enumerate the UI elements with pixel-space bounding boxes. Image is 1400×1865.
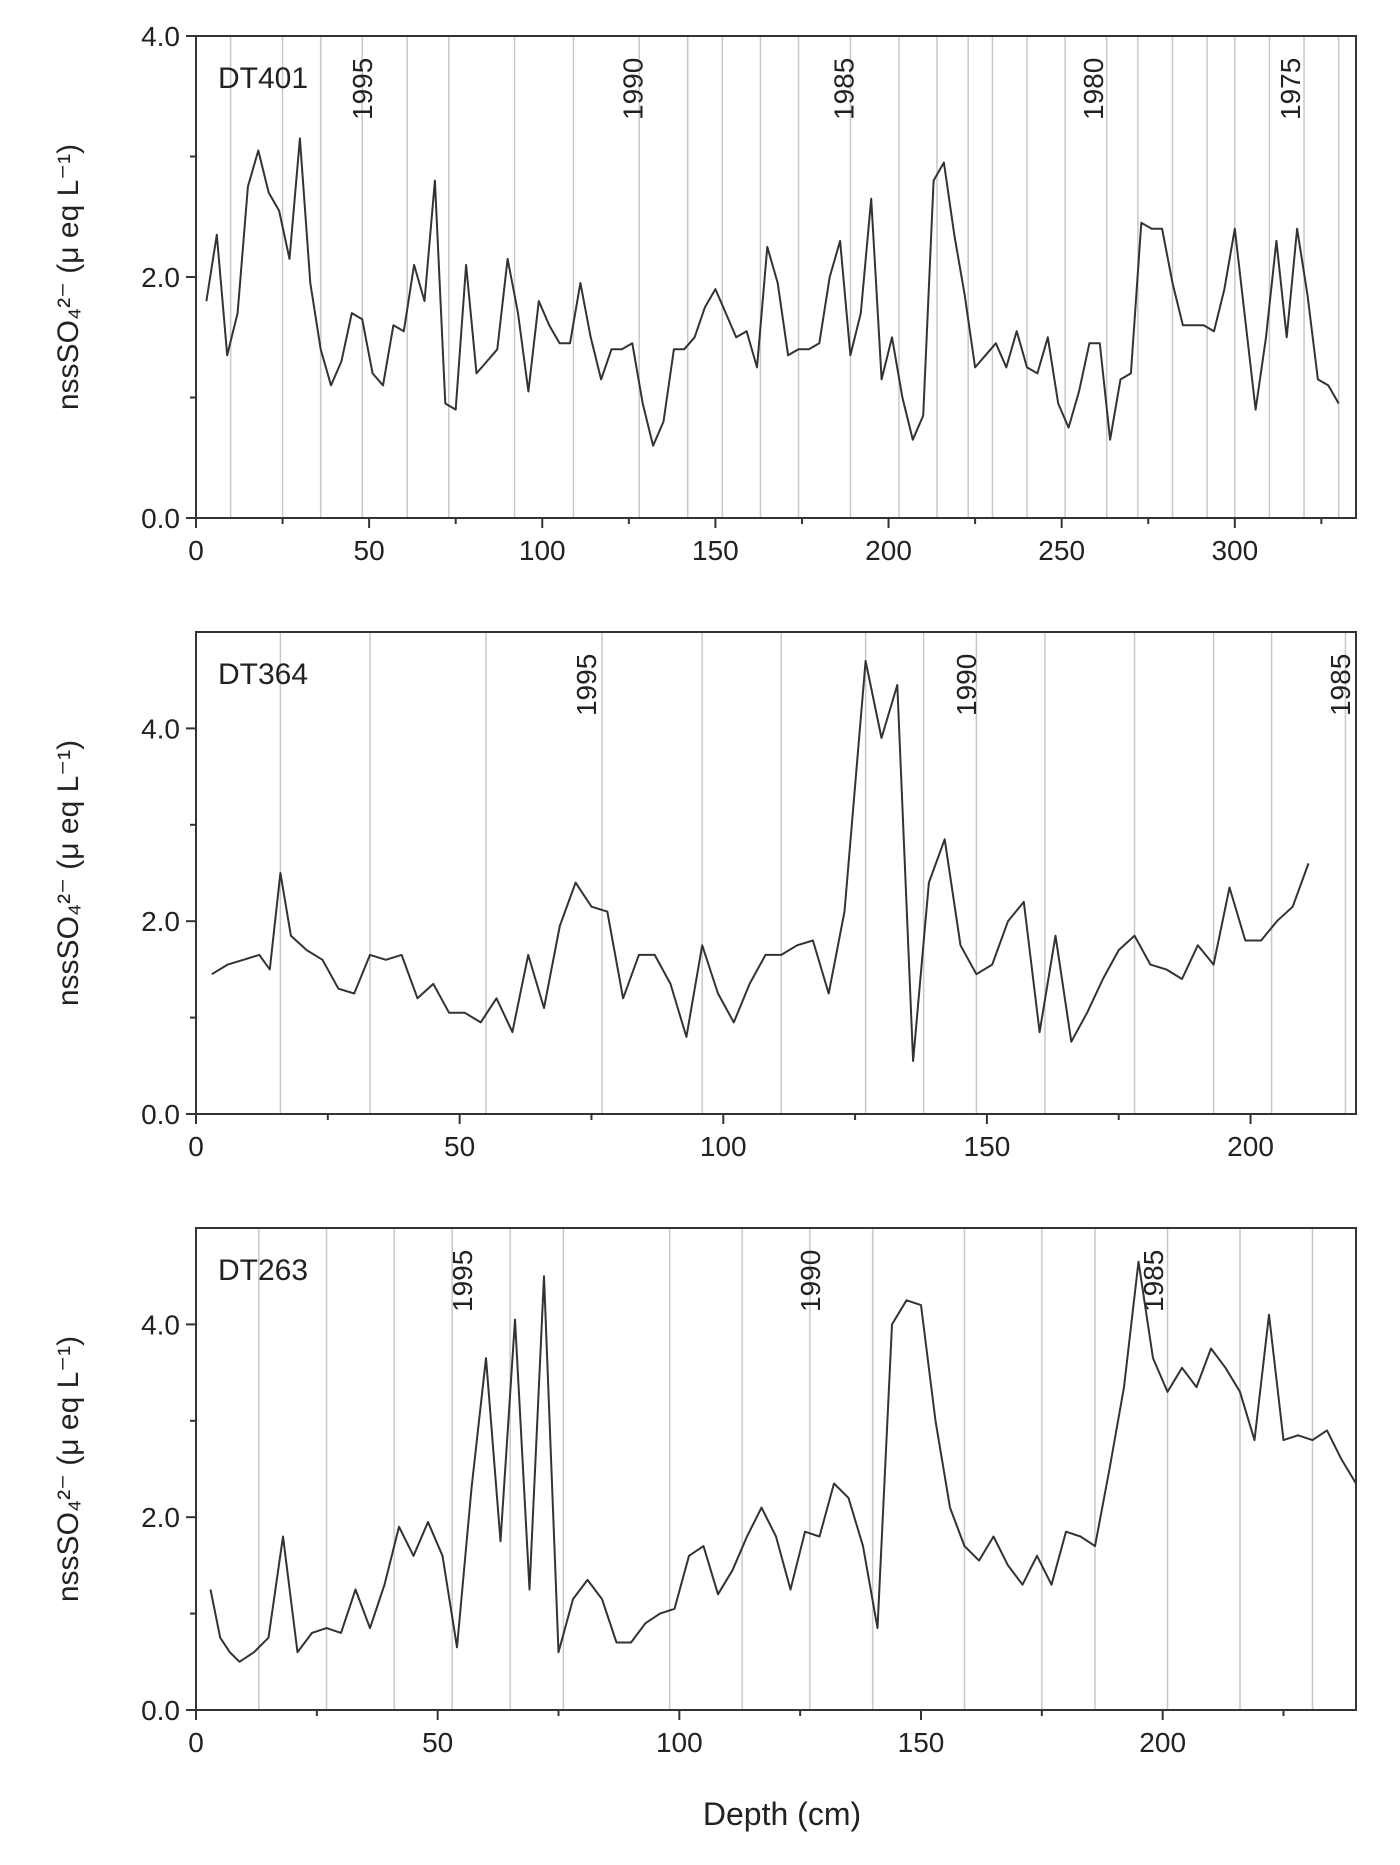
- panel-label: DT364: [218, 658, 308, 691]
- y-tick-label: 4.0: [141, 713, 180, 744]
- year-marker-label: 1985: [1325, 654, 1356, 716]
- x-tick-label: 0: [188, 1131, 204, 1162]
- y-tick-label: 2.0: [141, 1502, 180, 1533]
- x-tick-label: 200: [865, 535, 912, 566]
- x-tick-label: 0: [188, 1727, 204, 1758]
- panel-label: DT263: [218, 1254, 308, 1287]
- year-marker-label: 1975: [1275, 58, 1306, 120]
- chart-panel-dt401: 0 50 100 150 200 250 300 0.0 2.0 4.0 nssSO₄²⁻ (μ e…: [52, 21, 1357, 566]
- x-tick-label: 150: [964, 1131, 1011, 1162]
- year-marker-label: 1990: [951, 654, 982, 716]
- x-tick-label: 100: [700, 1131, 747, 1162]
- year-marker-label: 1995: [447, 1250, 478, 1312]
- x-tick-label: 100: [519, 535, 566, 566]
- plot-frame: [195, 1227, 1357, 1711]
- y-tick-label: 4.0: [141, 21, 180, 52]
- chart-panel-dt263: 0 50 100 150 200 0.0 2.0 4.0 nssSO₄²⁻ (μ eq L⁻¹)…: [52, 1227, 1357, 1758]
- year-marker-label: 1985: [829, 58, 860, 120]
- y-tick-label: 0.0: [141, 503, 180, 534]
- year-marker-label: 1990: [617, 58, 648, 120]
- x-tick-label: 0: [188, 535, 204, 566]
- panel-label: DT401: [218, 62, 308, 95]
- year-marker-label: 1995: [347, 58, 378, 120]
- year-marker-label: 1995: [571, 654, 602, 716]
- x-tick-label: 50: [354, 535, 385, 566]
- x-tick-label: 50: [422, 1727, 453, 1758]
- data-series-line: [211, 659, 1310, 1062]
- y-axis-label: nssSO₄²⁻ (μ eq L⁻¹): [52, 144, 85, 410]
- x-tick-label: 150: [692, 535, 739, 566]
- y-tick-label: 2.0: [141, 262, 180, 293]
- year-marker-label: 1980: [1078, 58, 1109, 120]
- x-tick-label: 300: [1211, 535, 1258, 566]
- y-axis-label: nssSO₄²⁻ (μ eq L⁻¹): [52, 1336, 85, 1602]
- x-tick-label: 200: [1227, 1131, 1274, 1162]
- x-tick-label: 150: [898, 1727, 945, 1758]
- y-tick-label: 2.0: [141, 906, 180, 937]
- chart-panel-dt364: 0 50 100 150 200 0.0 2.0 4.0 nssSO₄²⁻ (μ eq L⁻¹)…: [52, 631, 1357, 1162]
- year-marker-label: 1990: [795, 1250, 826, 1312]
- data-series-line: [209, 1260, 1357, 1663]
- x-tick-label: 250: [1038, 535, 1085, 566]
- x-tick-label: 200: [1139, 1727, 1186, 1758]
- year-marker-label: 1985: [1138, 1250, 1169, 1312]
- x-tick-label: 50: [444, 1131, 475, 1162]
- y-axis-label: nssSO₄²⁻ (μ eq L⁻¹): [52, 740, 85, 1006]
- data-series-line: [205, 137, 1340, 447]
- plot-frame: [195, 631, 1357, 1115]
- x-tick-label: 100: [656, 1727, 703, 1758]
- y-tick-label: 4.0: [141, 1309, 180, 1340]
- y-tick-label: 0.0: [141, 1099, 180, 1130]
- x-axis-label: Depth (cm): [703, 1796, 861, 1832]
- y-tick-label: 0.0: [141, 1695, 180, 1726]
